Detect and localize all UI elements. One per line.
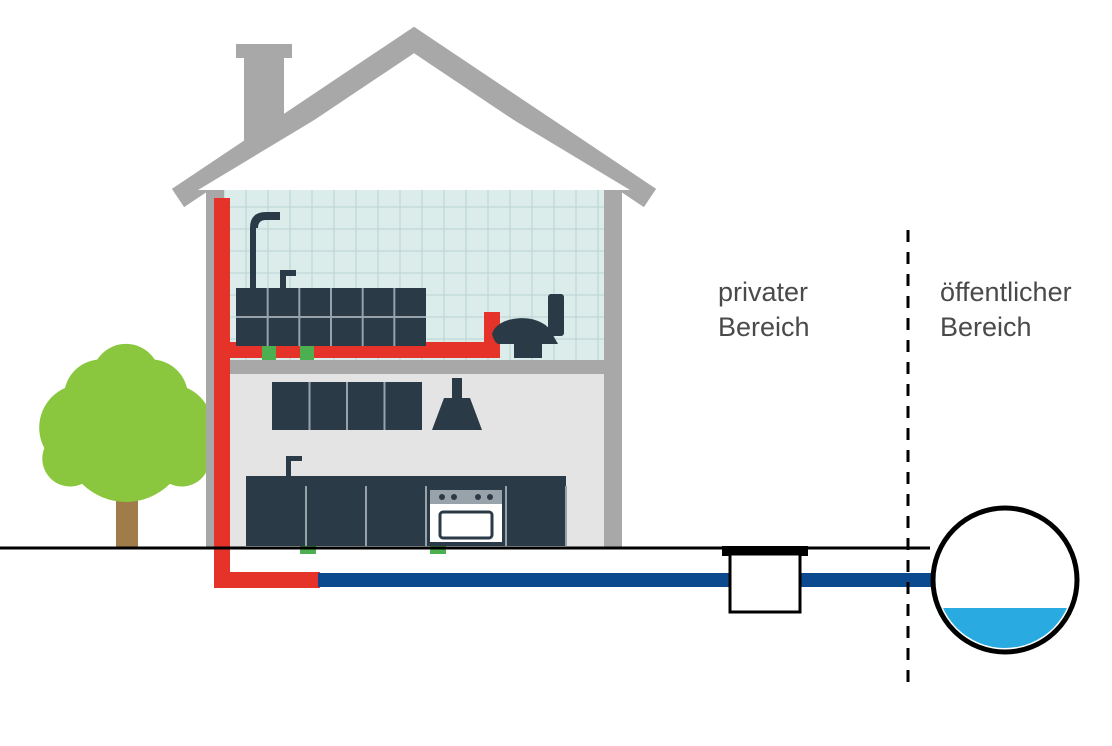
toilet-base bbox=[514, 344, 542, 358]
kitchen-faucet bbox=[286, 460, 291, 476]
range-hood-duct bbox=[452, 378, 462, 398]
label-public-line2: Bereich bbox=[940, 312, 1032, 342]
chimney-cap bbox=[236, 44, 292, 58]
label-private-line2: Bereich bbox=[718, 312, 810, 342]
label-private-line1: privater bbox=[718, 277, 808, 307]
pipe-blue-lateral bbox=[318, 573, 960, 587]
shower-pipe bbox=[250, 228, 256, 288]
floor-slab bbox=[206, 360, 622, 374]
oven-knob bbox=[439, 494, 445, 500]
diagram-canvas bbox=[0, 0, 1112, 746]
oven-knob bbox=[451, 494, 457, 500]
countertop bbox=[246, 476, 566, 486]
tree-foliage bbox=[39, 344, 213, 502]
tub-faucet-spout bbox=[280, 270, 296, 276]
toilet-tank bbox=[548, 294, 564, 336]
tub-faucet bbox=[280, 274, 286, 288]
inspection-chamber bbox=[730, 554, 800, 612]
label-private: privater Bereich bbox=[718, 275, 810, 345]
oven-knob bbox=[487, 494, 493, 500]
label-public: öffentlicher Bereich bbox=[940, 275, 1072, 345]
pipe-red-riser bbox=[214, 198, 230, 588]
oven-knob bbox=[475, 494, 481, 500]
lower-cabinets bbox=[246, 486, 566, 546]
label-public-line1: öffentlicher bbox=[940, 277, 1072, 307]
kitchen-faucet-spout bbox=[286, 456, 302, 461]
pipe-red-bottom bbox=[214, 572, 320, 588]
